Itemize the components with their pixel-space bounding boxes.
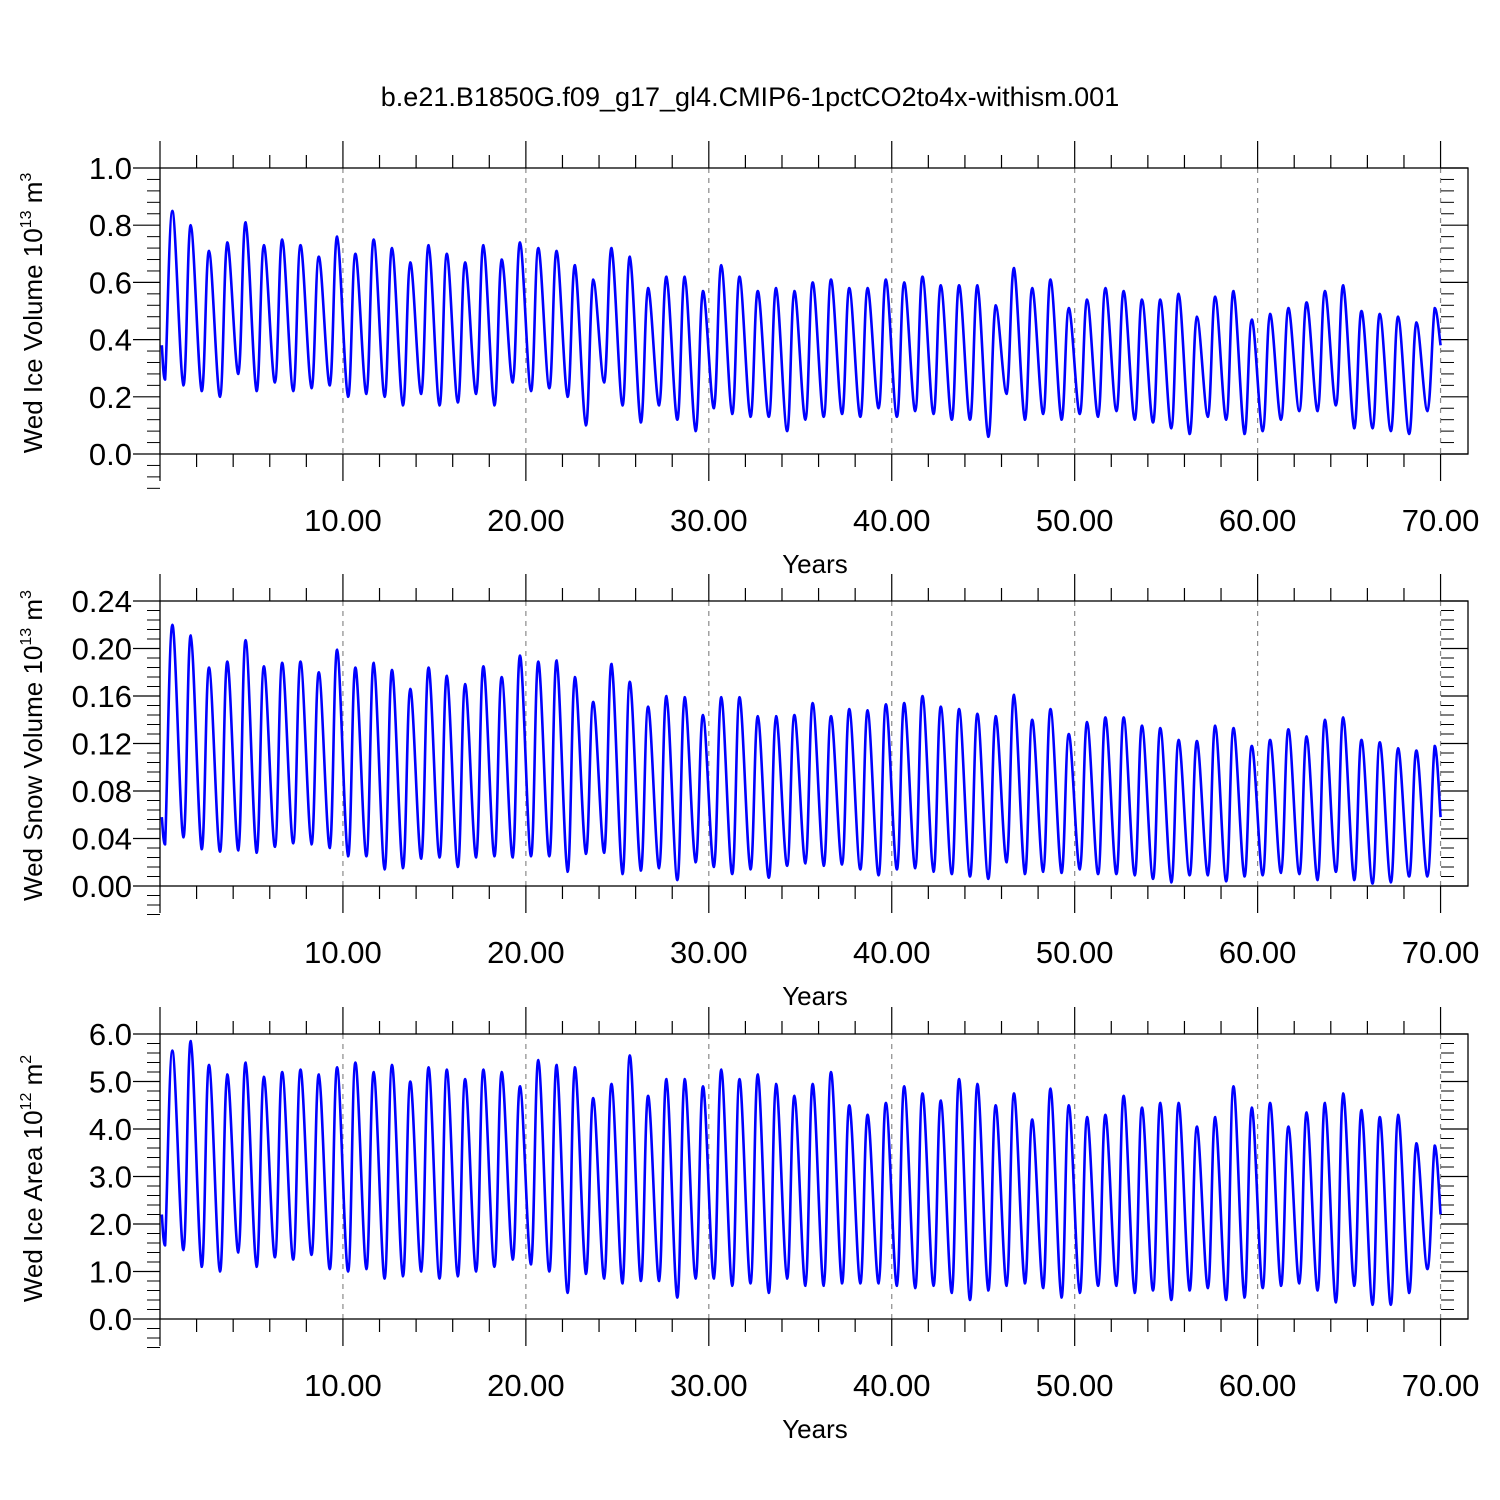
y-tick-label: 0.04 — [72, 822, 132, 857]
x-axis-title: Years — [782, 1414, 848, 1444]
y-axis-title: Wed Ice Volume 1013 m3 — [18, 173, 48, 454]
panels: 0.00.20.40.60.81.010.00 20.00 30.00 40.00 50… — [18, 141, 1479, 1444]
y-tick-label: 0.12 — [72, 727, 132, 762]
x-tick-label: 10.00 — [304, 503, 382, 538]
x-axis-title: Years — [782, 549, 848, 579]
y-axis-title-superscript: 12 — [18, 1093, 35, 1111]
x-tick-label: 50.00 — [1036, 1368, 1114, 1403]
y-tick-label: 0.0 — [89, 437, 132, 472]
y-axis-title: Wed Snow Volume 1013 m3 — [18, 590, 48, 901]
x-tick-label: 40.00 — [853, 503, 931, 538]
chart-panel-snow-volume: 0.00 0.04 0.08 0.12 0.16 0.20 0.24 10.00 20.00 30… — [18, 574, 1479, 1011]
y-axis-title-part: m — [18, 1064, 48, 1093]
y-tick-label: 0.4 — [89, 323, 132, 358]
x-tick-label: 60.00 — [1219, 935, 1297, 970]
plot-frame — [159, 167, 1469, 455]
x-tick-label: 60.00 — [1219, 503, 1297, 538]
x-tick-label: 50.00 — [1036, 503, 1114, 538]
figure-title: b.e21.B1850G.f09_g17_gl4.CMIP6-1pctCO2to… — [381, 82, 1119, 112]
y-axis-title-part: Wed Snow Volume 10 — [18, 646, 48, 901]
y-tick-label: 5.0 — [89, 1065, 132, 1100]
x-tick-label: 70.00 — [1402, 935, 1480, 970]
y-axis-title-part: m — [18, 599, 48, 628]
x-tick-label: 20.00 — [487, 1368, 565, 1403]
y-tick-label: 0.08 — [72, 774, 132, 809]
y-tick-label: 0.16 — [72, 679, 132, 714]
y-axis-title-superscript: 13 — [18, 628, 35, 646]
y-tick-label: 3.0 — [89, 1160, 132, 1195]
y-tick-label: 0.8 — [89, 208, 132, 243]
y-axis-title-part: Wed Ice Volume 10 — [18, 228, 48, 453]
y-axis-title-superscript: 3 — [18, 173, 35, 182]
data-line — [160, 1039, 1442, 1307]
x-tick-label: 40.00 — [853, 1368, 931, 1403]
y-axis-title-part: Wed Ice Area 10 — [18, 1110, 48, 1302]
y-axis-title-superscript: 13 — [18, 210, 35, 228]
y-tick-label: 0.00 — [72, 869, 132, 904]
y-axis-title-superscript: 3 — [18, 590, 35, 599]
data-line — [160, 209, 1442, 439]
x-tick-label: 10.00 — [304, 935, 382, 970]
x-tick-label: 30.00 — [670, 935, 748, 970]
y-tick-label: 4.0 — [89, 1112, 132, 1147]
x-tick-label: 40.00 — [853, 935, 931, 970]
x-tick-label: 20.00 — [487, 503, 565, 538]
y-tick-label: 0.0 — [89, 1302, 132, 1337]
data-line — [160, 623, 1442, 885]
x-tick-label: 10.00 — [304, 1368, 382, 1403]
y-tick-label: 0.24 — [72, 584, 132, 619]
y-tick-label: 0.20 — [72, 632, 132, 667]
x-tick-label: 20.00 — [487, 935, 565, 970]
x-tick-label: 70.00 — [1402, 1368, 1480, 1403]
chart-panel-ice-area: 0.0 1.0 2.0 3.0 4.0 5.0 6.0 10.00 20.00 30.00 40.0… — [18, 1007, 1479, 1444]
y-tick-label: 0.6 — [89, 265, 132, 300]
y-tick-label: 0.2 — [89, 380, 132, 415]
x-tick-label: 70.00 — [1402, 503, 1480, 538]
y-tick-label: 1.0 — [89, 1255, 132, 1290]
y-tick-label: 1.0 — [89, 151, 132, 186]
y-axis-title-part: m — [18, 182, 48, 211]
x-tick-label: 30.00 — [670, 503, 748, 538]
x-tick-label: 50.00 — [1036, 935, 1114, 970]
x-tick-label: 30.00 — [670, 1368, 748, 1403]
y-tick-label: 2.0 — [89, 1207, 132, 1242]
y-axis-title-superscript: 2 — [18, 1055, 35, 1064]
x-tick-label: 60.00 — [1219, 1368, 1297, 1403]
y-axis-title: Wed Ice Area 1012 m2 — [18, 1055, 48, 1302]
x-axis-title: Years — [782, 981, 848, 1011]
chart-panel-ice-volume: 0.0 0.2 0.4 0.6 0.8 1.0 10.00 20.00 30.00 40.00 50… — [18, 141, 1479, 579]
y-tick-label: 6.0 — [89, 1017, 132, 1052]
